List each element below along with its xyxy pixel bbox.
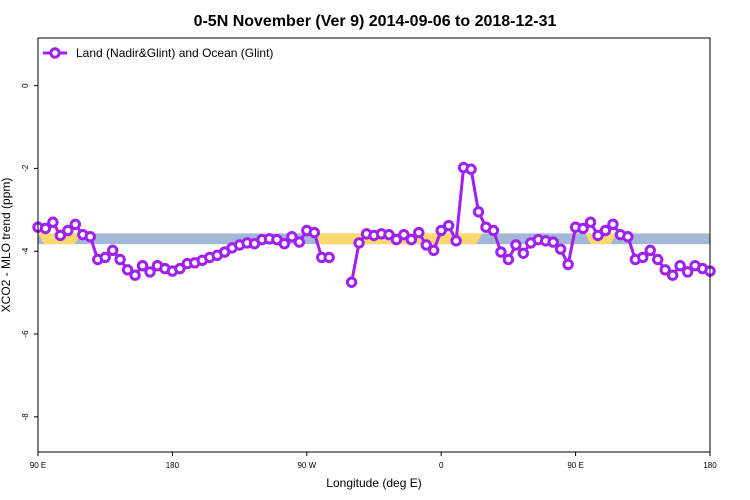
chart-title: 0-5N November (Ver 9) 2014-09-06 to 2018… xyxy=(194,13,557,30)
data-point xyxy=(69,218,82,231)
data-point xyxy=(106,244,119,257)
x-tick-label: 90 E xyxy=(567,461,583,470)
data-point xyxy=(435,224,447,237)
data-point xyxy=(674,260,686,272)
y-axis-label: XCO2 - MLO trend (ppm) xyxy=(0,178,13,313)
x-tick-label: 180 xyxy=(703,461,717,470)
data-point xyxy=(278,238,291,250)
series-line-0-1 xyxy=(350,166,711,283)
x-tick-label: 90 W xyxy=(297,461,316,470)
data-point xyxy=(659,264,671,276)
data-point xyxy=(308,226,320,239)
data-point xyxy=(129,269,141,281)
data-point xyxy=(599,224,612,237)
plot-frame xyxy=(37,37,711,453)
data-point xyxy=(666,269,679,281)
data-point xyxy=(450,235,462,247)
data-point xyxy=(121,264,134,276)
data-point xyxy=(622,231,634,243)
data-point xyxy=(487,224,500,237)
data-point xyxy=(413,226,425,239)
data-point xyxy=(637,251,649,264)
x-tick-label: 0 xyxy=(439,461,444,470)
data-point xyxy=(345,276,358,288)
data-point xyxy=(510,239,522,251)
data-point xyxy=(144,266,156,278)
data-point xyxy=(644,244,656,257)
y-axis: 0 -2 -4 -6 -8 xyxy=(21,83,38,421)
y-tick-label: -8 xyxy=(21,413,30,421)
data-point xyxy=(390,233,403,246)
data-point xyxy=(465,163,477,175)
data-point xyxy=(54,229,67,242)
y-tick-label: -2 xyxy=(21,164,30,172)
x-tick-label: 90 E xyxy=(30,461,46,470)
data-point xyxy=(517,247,530,259)
data-point xyxy=(323,251,335,264)
data-point xyxy=(442,219,455,232)
legend-label: Land (Nadir&Glint) and Ocean (Glint) xyxy=(76,46,273,60)
data-point xyxy=(554,243,567,255)
data-point xyxy=(99,251,111,264)
data-point xyxy=(592,229,604,242)
x-axis-label: Longitude (deg E) xyxy=(326,476,421,490)
data-point xyxy=(174,262,186,275)
data-point xyxy=(114,253,126,266)
data-point xyxy=(547,236,559,248)
data-point xyxy=(420,239,432,251)
data-point xyxy=(472,206,485,218)
data-point xyxy=(39,222,52,235)
data-point xyxy=(577,222,589,235)
data-point xyxy=(562,258,574,271)
y-tick-label: -6 xyxy=(21,330,30,338)
data-point xyxy=(286,231,298,243)
data-point xyxy=(62,224,74,237)
y-tick-label: -4 xyxy=(21,247,30,255)
data-point xyxy=(428,244,440,257)
data-point xyxy=(584,216,597,228)
data-point xyxy=(502,253,515,266)
data-point xyxy=(495,246,507,258)
data-point xyxy=(405,233,418,246)
series-layer xyxy=(32,161,716,288)
data-point xyxy=(383,228,395,241)
data-point xyxy=(136,260,149,272)
data-point xyxy=(652,253,664,266)
data-point xyxy=(47,216,59,228)
data-point xyxy=(681,266,694,278)
plot-area xyxy=(32,37,716,453)
legend-point-marker xyxy=(49,47,61,59)
legend: Land (Nadir&Glint) and Ocean (Glint) xyxy=(43,46,273,60)
x-tick-label: 180 xyxy=(166,461,180,470)
data-point xyxy=(293,236,306,248)
data-point xyxy=(607,218,619,231)
x-axis: 90 E 180 90 W 0 90 E 180 xyxy=(30,452,717,470)
data-point xyxy=(398,228,410,241)
data-point xyxy=(84,231,96,243)
data-point xyxy=(353,237,365,249)
y-tick-label: 0 xyxy=(21,83,30,88)
